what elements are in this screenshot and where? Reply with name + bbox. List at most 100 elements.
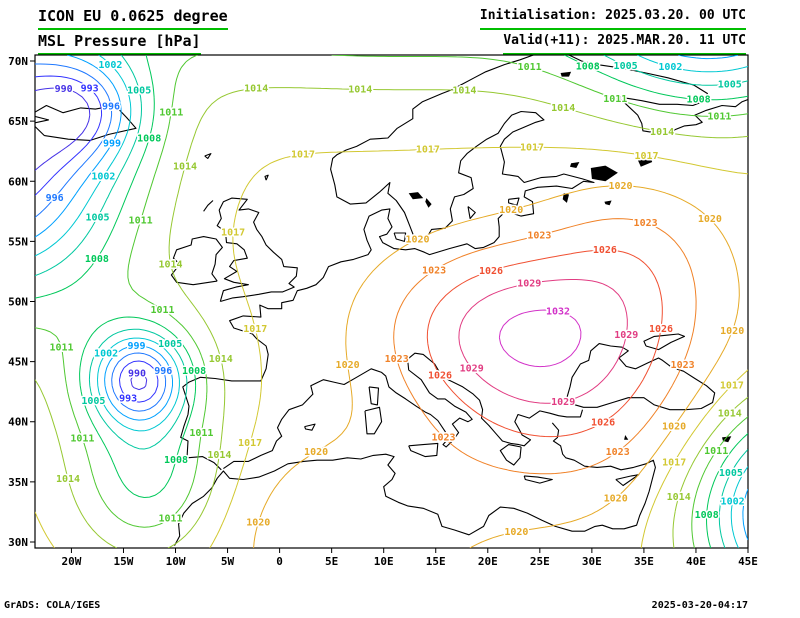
isobar-label-1032: 1032: [546, 307, 570, 318]
isobar-label-1020: 1020: [720, 326, 744, 337]
isobar-label-1014: 1014: [348, 85, 372, 96]
isobar-1032: [498, 309, 582, 368]
lake: [425, 198, 432, 208]
coastline: [499, 444, 522, 466]
coastlines: [35, 55, 748, 546]
map-axes: 70N 65N 60N 55N 50N 45N 40N 35N 30N 20W 15W 10W 5W 0 5…: [8, 54, 758, 568]
lake: [562, 193, 569, 203]
isobar-label-1023: 1023: [527, 231, 551, 242]
isobar-label-999: 999: [127, 341, 145, 352]
isobar-label-1026: 1026: [428, 370, 452, 381]
lat-tick-label: 55N: [8, 235, 28, 248]
lake: [590, 165, 618, 182]
coastline: [216, 197, 298, 303]
isobar-label-1008: 1008: [137, 133, 161, 144]
isobar-label-1029: 1029: [614, 330, 638, 341]
isobar-label-1002: 1002: [94, 349, 118, 360]
lon-tick-label: 35E: [634, 555, 654, 568]
isobar-label-1011: 1011: [603, 94, 627, 105]
coastline: [508, 197, 520, 206]
lon-tick-label: 5W: [221, 555, 235, 568]
coastline: [364, 406, 383, 435]
isobar-label-1026: 1026: [591, 417, 615, 428]
isobar-label-1020: 1020: [698, 214, 722, 225]
isobar-label-1017: 1017: [720, 380, 744, 391]
isobar-label-1017: 1017: [238, 438, 262, 449]
lon-tick-label: 20W: [61, 555, 81, 568]
isobar-label-1014: 1014: [650, 127, 674, 138]
isobar-label-1020: 1020: [499, 205, 523, 216]
isobar-label-1026: 1026: [479, 266, 503, 277]
grads-credit: GrADS: COLA/IGES: [4, 600, 101, 611]
field-title-line: MSL Pressure [hPa]: [38, 30, 228, 55]
isobar-label-1020: 1020: [608, 181, 632, 192]
isobar-label-1026: 1026: [593, 245, 617, 256]
lon-tick-label: 5E: [325, 555, 338, 568]
isobar-label-999: 999: [103, 139, 121, 150]
creation-timestamp: 2025-03-20-04:17: [651, 600, 748, 611]
isobar-label-1011: 1011: [704, 446, 728, 457]
isobar-label-1017: 1017: [243, 324, 267, 335]
coastline: [523, 475, 553, 484]
isobar-label-1005: 1005: [614, 61, 638, 72]
isobar-label-1020: 1020: [246, 518, 270, 529]
isobar-label-1014: 1014: [56, 474, 80, 485]
isobar-label-1029: 1029: [460, 363, 484, 374]
isobar-1020: [253, 185, 740, 548]
isobar-label-1005: 1005: [85, 213, 109, 224]
isobar-1011: [35, 55, 748, 548]
lake: [408, 192, 424, 200]
isobar-label-1020: 1020: [405, 234, 429, 245]
isobar-label-1011: 1011: [189, 428, 213, 439]
isobar-label-1020: 1020: [504, 527, 528, 538]
lat-tick-label: 60N: [8, 175, 28, 188]
isobar-1005: [35, 55, 748, 548]
isobar-label-1008: 1008: [687, 95, 711, 106]
isobar-label-1023: 1023: [671, 360, 695, 371]
isobar-label-1011: 1011: [518, 62, 542, 73]
coastline: [35, 104, 137, 141]
coastline: [180, 55, 595, 471]
isobar-1008: [35, 55, 748, 548]
valid-time-line: Valid(+11): 2025.MAR.20. 11 UTC: [480, 30, 746, 55]
lon-tick-label: 45E: [738, 555, 758, 568]
isobar-label-1014: 1014: [452, 86, 476, 97]
lake: [624, 435, 629, 440]
isobar-label-1029: 1029: [551, 397, 575, 408]
isobar-label-1020: 1020: [336, 360, 360, 371]
isobar-label-1011: 1011: [707, 112, 731, 123]
coastline: [264, 174, 269, 181]
isobar-label-1014: 1014: [551, 103, 575, 114]
isobar-label-1014: 1014: [158, 259, 182, 270]
isobar-1023: [393, 218, 697, 475]
field-title: MSL Pressure [hPa]: [38, 30, 201, 55]
coastline: [643, 333, 686, 351]
coastline: [407, 352, 584, 447]
isobar-label-996: 996: [102, 101, 120, 112]
coastline: [170, 236, 223, 286]
isobar-label-1011: 1011: [70, 434, 94, 445]
coastline: [408, 442, 439, 458]
isobar-1002: [35, 55, 748, 548]
isobar-label-1026: 1026: [649, 324, 673, 335]
coastline: [204, 153, 212, 159]
coastline: [174, 422, 656, 546]
isobars: [35, 55, 748, 548]
lon-tick-label: 15E: [426, 555, 446, 568]
lon-tick-label: 10W: [166, 555, 186, 568]
lon-tick-label: 20E: [478, 555, 498, 568]
isobar-label-1014: 1014: [207, 450, 231, 461]
isobar-label-1005: 1005: [718, 79, 742, 90]
isobar-label-1011: 1011: [159, 107, 183, 118]
isobar-label-1002: 1002: [721, 497, 745, 508]
isobar-990: [35, 87, 148, 391]
isobar-label-1002: 1002: [98, 60, 122, 71]
isobar-label-1005: 1005: [127, 86, 151, 97]
isobar-label-1017: 1017: [416, 145, 440, 156]
isobar-label-990: 990: [55, 84, 73, 95]
isobar-label-1002: 1002: [91, 172, 115, 183]
init-time: Initialisation: 2025.03.20. 00 UTC: [479, 5, 746, 30]
coastline: [368, 386, 380, 406]
isobar-label-1023: 1023: [422, 266, 446, 277]
